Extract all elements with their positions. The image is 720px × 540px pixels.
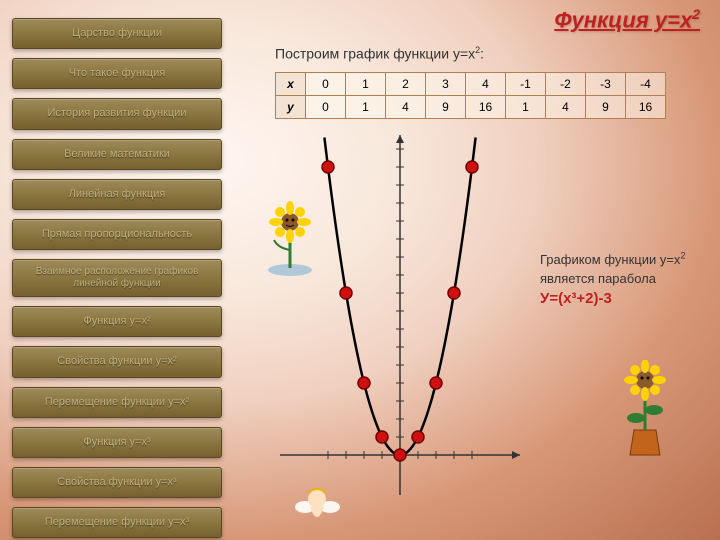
table-cell: 2 [386, 73, 426, 96]
table-cell: 16 [626, 96, 666, 119]
sidebar-item-4[interactable]: Линейная функция [12, 179, 222, 210]
sidebar-item-5[interactable]: Прямая пропорциональность [12, 219, 222, 250]
sidebar-item-9[interactable]: Перемещение функции y=x² [12, 387, 222, 418]
table-cell: 4 [546, 96, 586, 119]
table-cell: 4 [466, 73, 506, 96]
angel-decoration [290, 477, 345, 532]
table-cell: 4 [386, 96, 426, 119]
xy-table: x01234-1-2-3-4y01491614916 [275, 72, 666, 119]
table-cell: 9 [426, 96, 466, 119]
sidebar-item-0[interactable]: Царство функции [12, 18, 222, 49]
table-cell: -2 [546, 73, 586, 96]
table-cell: 1 [346, 73, 386, 96]
table-cell: 1 [346, 96, 386, 119]
sidebar-item-2[interactable]: История развития функции [12, 98, 222, 129]
table-cell: 9 [586, 96, 626, 119]
table-cell: 3 [426, 73, 466, 96]
sidebar-item-11[interactable]: Свойства функции y=x³ [12, 467, 222, 498]
flower-decoration-2 [610, 360, 680, 460]
parabola-chart [280, 135, 520, 495]
table-cell: 0 [306, 73, 346, 96]
table-cell: -3 [586, 73, 626, 96]
sidebar-item-8[interactable]: Свойства функции y=x² [12, 346, 222, 377]
sidebar: Царство функции Что такое функция История … [12, 18, 222, 538]
table-row-header: x [276, 73, 306, 96]
page-title: Функция y=x2 [554, 6, 700, 33]
table-cell: 0 [306, 96, 346, 119]
table-cell: -4 [626, 73, 666, 96]
flower-decoration-1 [260, 200, 320, 280]
table-cell: -1 [506, 73, 546, 96]
sidebar-item-1[interactable]: Что такое функция [12, 58, 222, 89]
chart-subtitle: Построим график функции y=x2: [275, 45, 484, 62]
table-cell: 1 [506, 96, 546, 119]
sidebar-item-6[interactable]: Взаимное расположение графиков линейной … [12, 259, 222, 297]
annotation-formula: У=(x³+2)-3 [540, 290, 612, 307]
sidebar-item-3[interactable]: Великие математики [12, 139, 222, 170]
chart-annotation: Графиком функции y=x2 является парабола … [540, 250, 710, 309]
sidebar-item-12[interactable]: Перемещение функции y=x³ [12, 507, 222, 538]
annotation-text: Графиком функции y=x2 является парабола [540, 252, 685, 285]
table-cell: 16 [466, 96, 506, 119]
sidebar-item-7[interactable]: Функция y=x² [12, 306, 222, 337]
sidebar-item-10[interactable]: Функция y=x³ [12, 427, 222, 458]
table-row-header: y [276, 96, 306, 119]
